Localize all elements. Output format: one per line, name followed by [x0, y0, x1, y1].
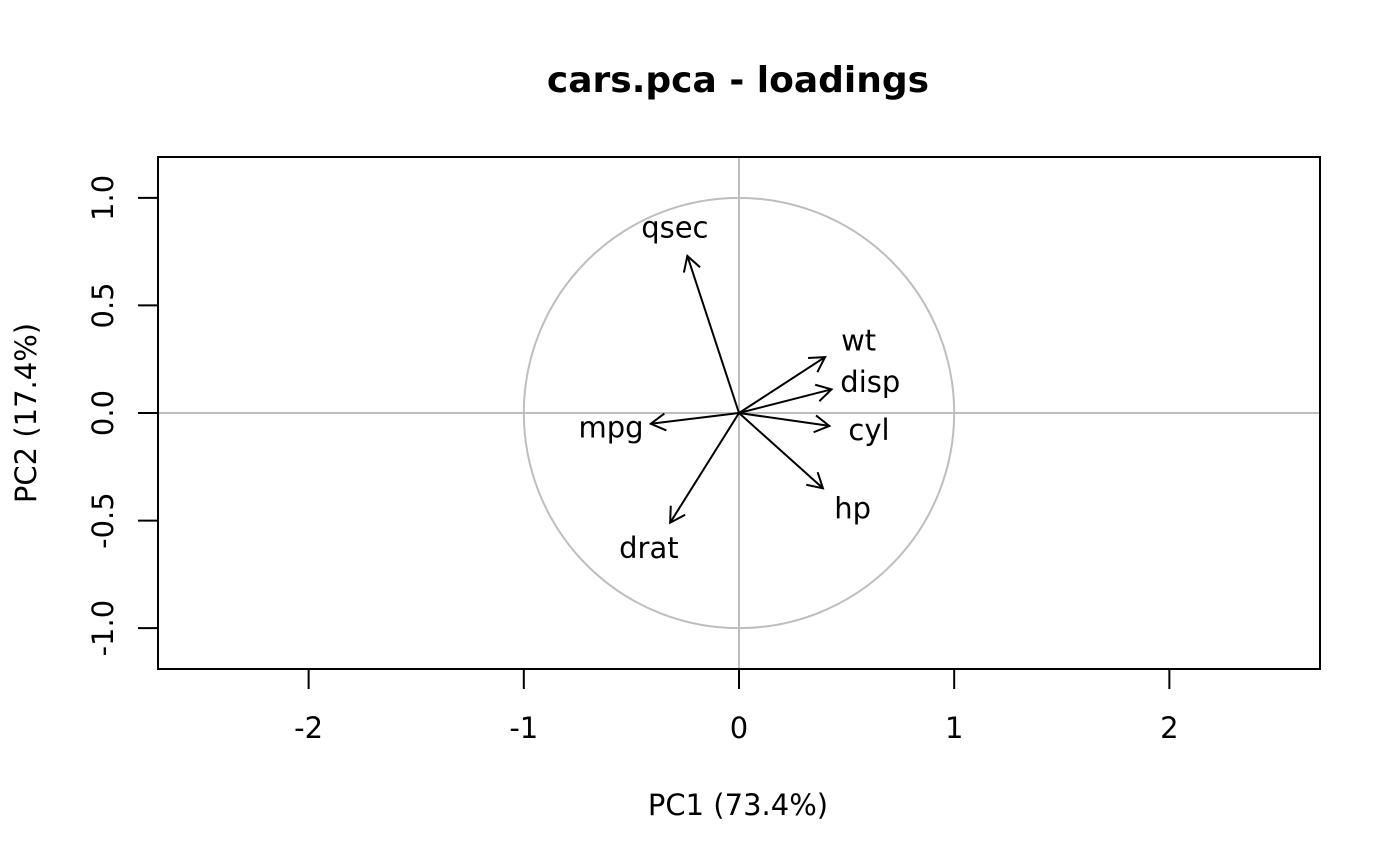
y-tick-label: 1.0	[86, 175, 120, 221]
loading-arrowhead-hp	[806, 471, 825, 490]
loading-arrow-hp	[738, 412, 824, 490]
loading-label-qsec: qsec	[641, 210, 708, 244]
chart-title: cars.pca - loadings	[547, 60, 929, 101]
loading-arrow-qsec	[686, 255, 740, 414]
loading-label-wt: wt	[841, 324, 876, 358]
loading-label-mpg: mpg	[579, 410, 644, 444]
loading-label-hp: hp	[834, 491, 871, 525]
loading-arrowhead-wt	[808, 355, 827, 373]
y-axis-label: PC2 (17.4%)	[9, 323, 43, 503]
loading-label-disp: disp	[840, 365, 900, 399]
unit-circle	[522, 196, 956, 630]
loading-arrowhead-mpg	[648, 412, 667, 432]
y-tick-label: 0.0	[86, 390, 120, 436]
loading-arrow-mpg	[650, 412, 740, 425]
x-tick-label: 0	[730, 711, 748, 745]
loading-arrow-wt	[738, 356, 826, 414]
loading-arrowhead-cyl	[813, 414, 832, 434]
x-tick-label: 1	[945, 711, 963, 745]
loading-arrowhead-disp	[814, 383, 834, 402]
loading-arrow-cyl	[738, 412, 830, 427]
loading-arrowhead-drat	[669, 505, 686, 525]
x-tick-label: -2	[294, 711, 323, 745]
y-tick-label: -0.5	[86, 492, 120, 549]
y-tick-label: 0.5	[86, 282, 120, 328]
loading-arrowhead-qsec	[682, 254, 701, 273]
y-tick-label: -1.0	[86, 600, 120, 657]
x-tick-label: -1	[509, 711, 538, 745]
x-axis-label: PC1 (73.4%)	[648, 788, 828, 822]
loading-label-cyl: cyl	[848, 413, 889, 447]
x-tick-label: 2	[1160, 711, 1178, 745]
loading-arrow-disp	[738, 388, 832, 414]
loading-arrow-drat	[669, 412, 740, 524]
plot-area: -2 -1 0 1 2 -1.0 -0.5 0.0 0.5 1.0 mpg cyl disp hp drat…	[86, 156, 1321, 745]
loading-label-drat: drat	[619, 531, 678, 565]
